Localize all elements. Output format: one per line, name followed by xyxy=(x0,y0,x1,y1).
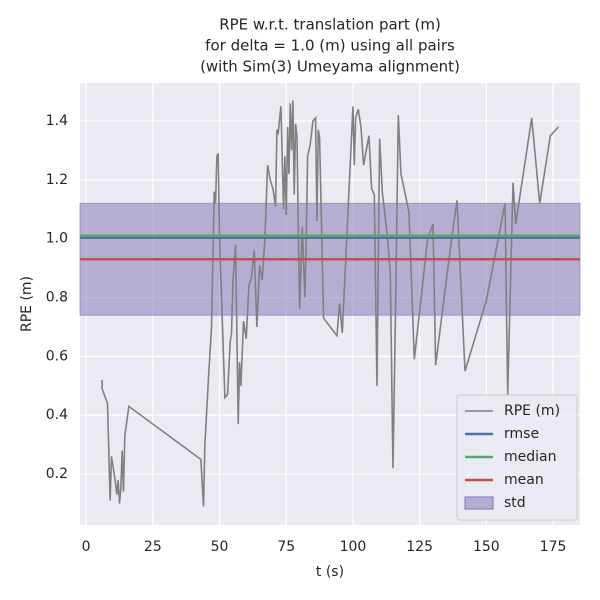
x-tick-label: 100 xyxy=(340,539,367,555)
legend-label: median xyxy=(504,449,556,465)
legend-label: mean xyxy=(504,472,544,488)
y-tick-label: 1.0 xyxy=(46,231,68,247)
title-line: RPE w.r.t. translation part (m) xyxy=(219,16,441,34)
y-tick-label: 0.4 xyxy=(46,407,68,423)
x-tick-label: 0 xyxy=(82,539,91,555)
legend-label: std xyxy=(504,495,526,511)
y-label: RPE (m) xyxy=(19,276,35,332)
y-tick-label: 0.2 xyxy=(46,466,68,482)
x-tick-label: 150 xyxy=(473,539,500,555)
title-line: (with Sim(3) Umeyama alignment) xyxy=(200,58,460,76)
data-line xyxy=(101,100,559,507)
x-tick-label: 125 xyxy=(406,539,433,555)
legend-swatch xyxy=(464,496,494,510)
y-tick-label: 1.4 xyxy=(46,113,68,129)
legend-label: RPE (m) xyxy=(504,403,560,419)
y-tick-label: 0.8 xyxy=(46,290,68,306)
x-tick-label: 175 xyxy=(540,539,567,555)
y-tick-label: 0.6 xyxy=(46,348,68,364)
x-tick-label: 75 xyxy=(277,539,295,555)
y-tick-label: 1.2 xyxy=(46,172,68,188)
title-line: for delta = 1.0 (m) using all pairs xyxy=(205,37,455,55)
legend xyxy=(456,394,578,521)
x-tick-label: 50 xyxy=(211,539,229,555)
x-label: t (s) xyxy=(316,564,344,580)
legend-label: rmse xyxy=(504,426,539,442)
x-tick-label: 25 xyxy=(144,539,162,555)
